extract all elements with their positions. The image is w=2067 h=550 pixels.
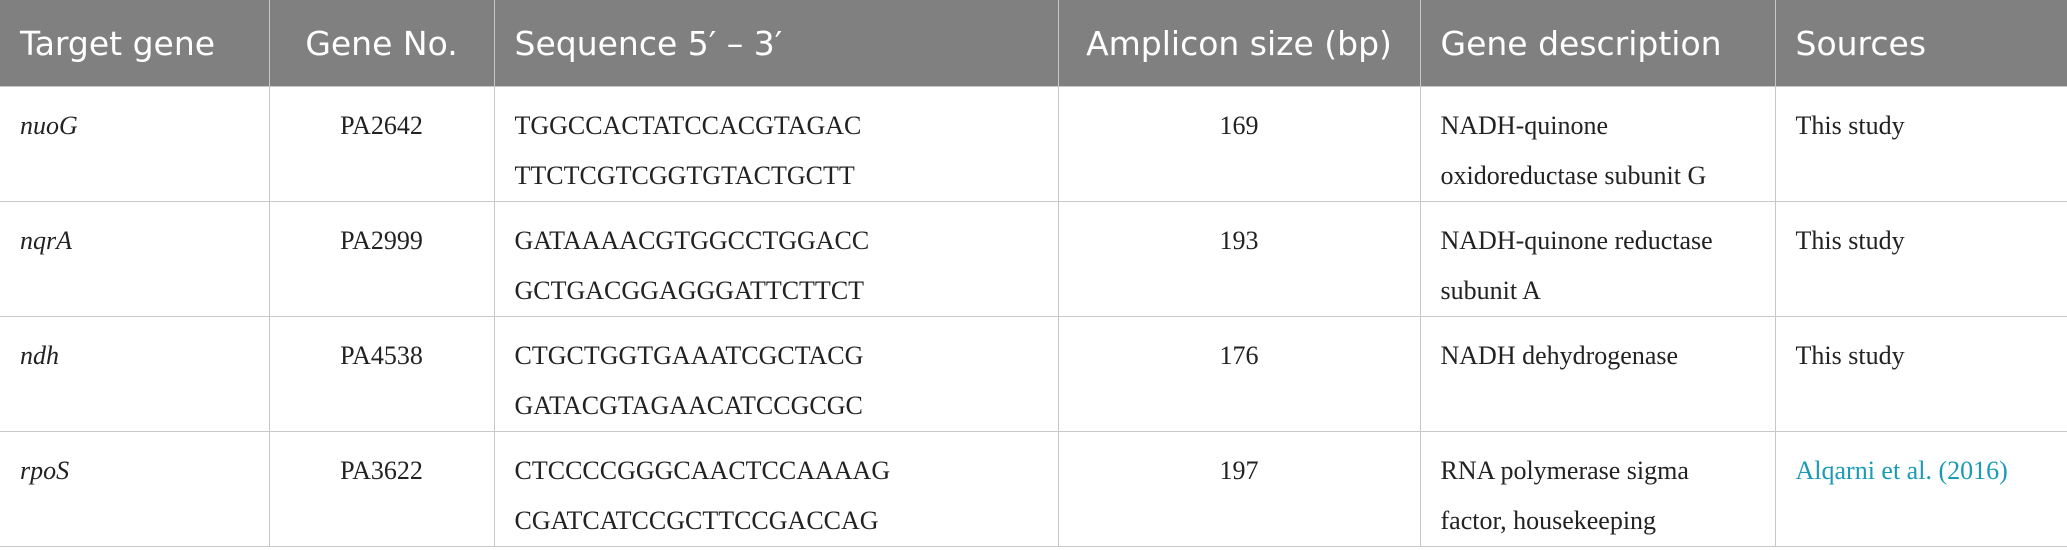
primer-sequence: GATAAAACGTGGCCTGGACC [514, 226, 870, 255]
gene-description: RNA polymerase sigma factor, housekeepin… [1420, 431, 1776, 547]
header-cell: Sources [1775, 0, 2067, 87]
header-cell: Gene No. [269, 0, 495, 87]
target-gene: nuoG [0, 86, 270, 202]
source: This study [1775, 201, 2067, 317]
header-cell: Amplicon size (bp) [1058, 0, 1421, 87]
gene-number: PA2999 [269, 201, 495, 317]
primer-sequence: TTCTCGTCGGTGTACTGCTT [514, 161, 855, 190]
primer-sequence: CTGCTGGTGAAATCGCTACG [514, 341, 864, 370]
table-body: nuoG PA2642 TGGCCACTATCCACGTAGAC TTCTCGTCGG… [0, 86, 2067, 547]
source: This study [1775, 86, 2067, 202]
target-gene: rpoS [0, 431, 270, 547]
gene-description: NADH dehydrogenase [1420, 316, 1776, 432]
target-gene: nqrA [0, 201, 270, 317]
header-row: Target gene Gene No. Sequence 5′ – 3′ Ampli… [0, 0, 2067, 87]
sequence-cell: CTCCCCGGGCAACTCCAAAAG CGATCATCCGCTTCCGACC… [494, 431, 1059, 547]
primer-sequence: CTCCCCGGGCAACTCCAAAAG [514, 456, 891, 485]
target-gene: ndh [0, 316, 270, 432]
citation-link[interactable]: Alqarni et al. (2016) [1775, 431, 2067, 547]
amplicon-size: 176 [1058, 316, 1421, 432]
sequence-cell: TGGCCACTATCCACGTAGAC TTCTCGTCGGTGTACTGCTT [494, 86, 1059, 202]
gene-number: PA2642 [269, 86, 495, 202]
source: This study [1775, 316, 2067, 432]
gene-number: PA3622 [269, 431, 495, 547]
gene-number: PA4538 [269, 316, 495, 432]
gene-description: NADH-quinone oxidoreductase subunit G [1420, 86, 1776, 202]
amplicon-size: 169 [1058, 86, 1421, 202]
sequence-cell: CTGCTGGTGAAATCGCTACG GATACGTAGAACATCCGCGC [494, 316, 1059, 432]
table-row: ndh PA4538 CTGCTGGTGAAATCGCTACG GATACGTAGAA… [0, 316, 2067, 432]
table-row: nqrA PA2999 GATAAAACGTGGCCTGGACC GCTGACGGAG… [0, 201, 2067, 317]
header-cell: Sequence 5′ – 3′ [494, 0, 1059, 87]
gene-description: NADH-quinone reductase subunit A [1420, 201, 1776, 317]
primer-sequence: CGATCATCCGCTTCCGACCAG [514, 506, 879, 535]
primer-sequence: GATACGTAGAACATCCGCGC [514, 391, 863, 420]
amplicon-size: 197 [1058, 431, 1421, 547]
primer-sequence: TGGCCACTATCCACGTAGAC [514, 111, 862, 140]
amplicon-size: 193 [1058, 201, 1421, 317]
table-row: nuoG PA2642 TGGCCACTATCCACGTAGAC TTCTCGTCGG… [0, 86, 2067, 202]
table-row: rpoS PA3622 CTCCCCGGGCAACTCCAAAAG CGATCATCC… [0, 431, 2067, 547]
header-cell: Gene description [1420, 0, 1776, 87]
sequence-cell: GATAAAACGTGGCCTGGACC GCTGACGGAGGGATTCTTCT [494, 201, 1059, 317]
primer-sequence: GCTGACGGAGGGATTCTTCT [514, 276, 865, 305]
header-cell: Target gene [0, 0, 270, 87]
